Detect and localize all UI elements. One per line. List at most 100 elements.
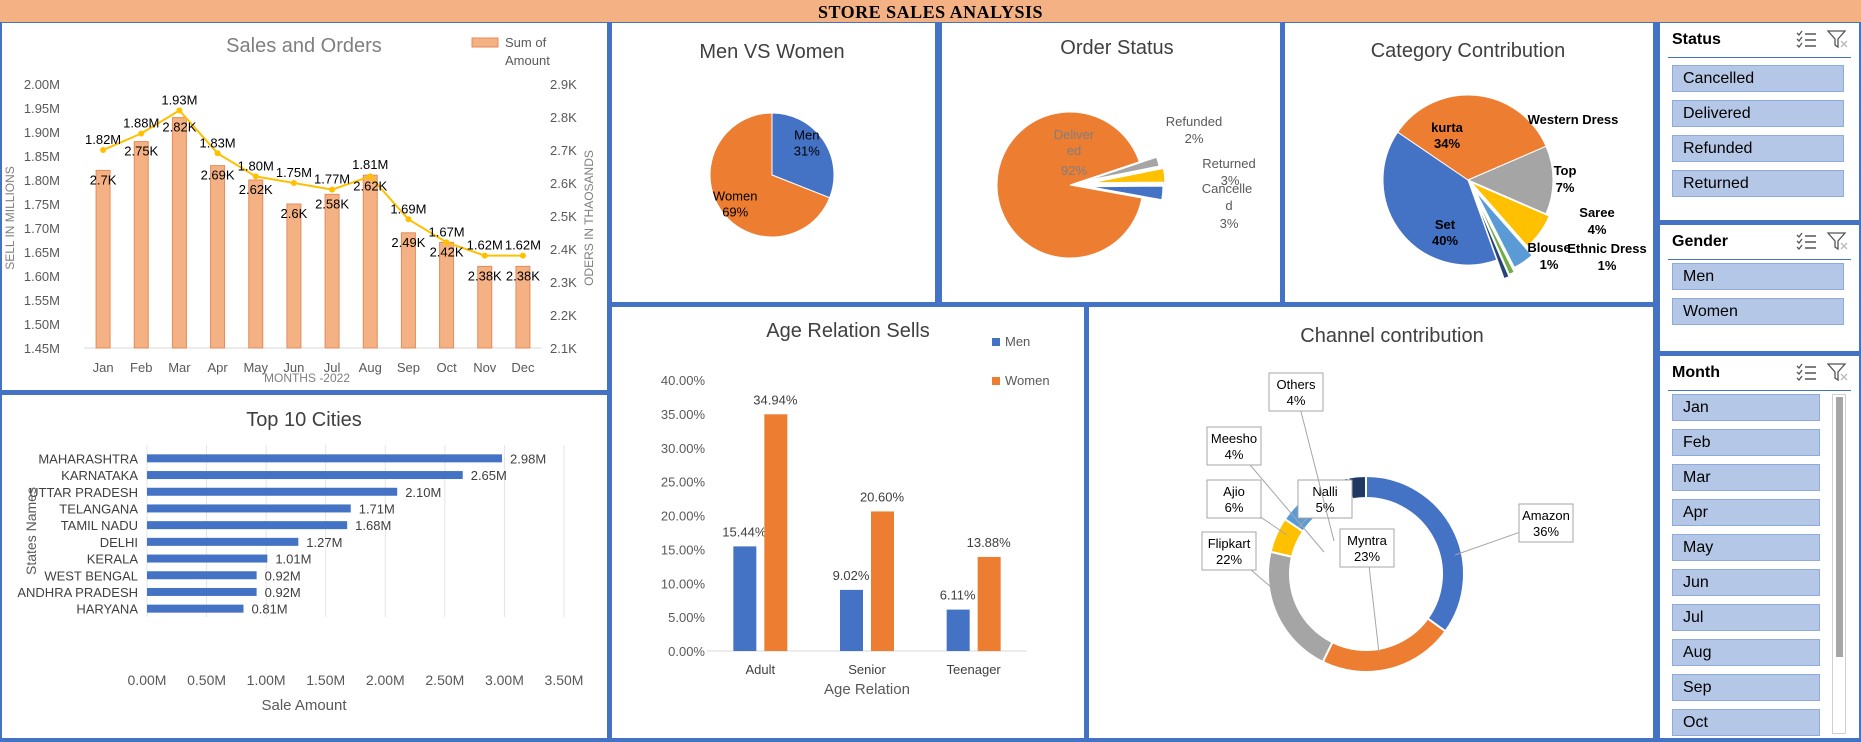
- slice-pct-label: 4%: [1588, 222, 1607, 237]
- slice-pct-label: 1%: [1540, 257, 1559, 272]
- month-item-may[interactable]: May: [1672, 534, 1820, 561]
- slice-label: Men: [794, 127, 819, 142]
- x-tick-label: 1.00M: [247, 672, 286, 688]
- y-tick-label: 1.85M: [24, 149, 60, 164]
- sales-bar: [248, 179, 264, 349]
- chart-title: Channel contribution: [1300, 325, 1483, 347]
- orders-line: [102, 109, 523, 257]
- orders-value-label: 2.69K: [201, 168, 235, 183]
- channel-slice: [1321, 617, 1447, 673]
- callout-pct: 22%: [1216, 552, 1242, 567]
- clear-filter-icon[interactable]: [1826, 29, 1849, 54]
- month-item-jun[interactable]: Jun: [1672, 569, 1820, 596]
- status-slice: [996, 111, 1143, 259]
- y2-tick-label: 2.6K: [550, 176, 577, 191]
- age-bar: [733, 546, 757, 651]
- month-item-jul[interactable]: Jul: [1672, 604, 1820, 631]
- bar-value-label: 20.60%: [860, 489, 905, 504]
- y-tick-label: 5.00%: [668, 610, 705, 625]
- month-slicer-scrollbar[interactable]: [1832, 394, 1846, 734]
- bar-value-label: 1.01M: [275, 552, 311, 567]
- sales-bar: [400, 232, 416, 349]
- clear-filter-icon[interactable]: [1826, 362, 1849, 387]
- month-item-aug[interactable]: Aug: [1672, 639, 1820, 666]
- bar-value-label: 2.98M: [510, 451, 546, 466]
- y-axis-label: SELL IN MILLIONS: [3, 166, 17, 270]
- bar-value-label: 2.65M: [471, 468, 507, 483]
- y2-tick-label: 2.5K: [550, 209, 577, 224]
- gender-item-women[interactable]: Women: [1672, 298, 1844, 325]
- x-tick-label: 3.50M: [545, 672, 584, 688]
- callout-box: [1297, 479, 1353, 519]
- city-bar: [147, 504, 351, 513]
- month-item-apr[interactable]: Apr: [1672, 499, 1820, 526]
- scrollbar-thumb[interactable]: [1836, 397, 1843, 657]
- x-tick-label: Mar: [168, 360, 191, 375]
- orders-point: [443, 239, 450, 246]
- y-tick-label: 1.45M: [24, 341, 60, 356]
- callout-label: Ajio: [1223, 484, 1245, 499]
- x-tick-label: Jun: [283, 360, 304, 375]
- bar-value-label: 1.27M: [306, 535, 342, 550]
- orders-point: [367, 173, 374, 180]
- y-tick-label: 0.00%: [668, 644, 705, 659]
- gender-item-men[interactable]: Men: [1672, 263, 1844, 290]
- category-slice: [1475, 196, 1515, 275]
- y2-tick-label: 2.9K: [550, 77, 577, 92]
- y-tick-label: 1.95M: [24, 101, 60, 116]
- sales-bar: [171, 117, 187, 349]
- x-tick-label: 2.00M: [366, 672, 405, 688]
- month-item-oct[interactable]: Oct: [1672, 709, 1820, 736]
- sales-value-label: 1.81M: [352, 157, 388, 172]
- multi-select-icon[interactable]: [1795, 362, 1817, 387]
- month-item-sep[interactable]: Sep: [1672, 674, 1820, 701]
- y-tick-label: 1.75M: [24, 197, 60, 212]
- category-panel: Category Contribution kurta 34% Set 40% Weste…: [1285, 23, 1653, 302]
- month-item-feb[interactable]: Feb: [1672, 429, 1820, 456]
- y-tick-label: HARYANA: [76, 602, 138, 617]
- status-item-refunded[interactable]: Refunded: [1672, 135, 1844, 162]
- category-slice: [1475, 191, 1533, 269]
- x-tick-label: Teenager: [947, 662, 1002, 677]
- bar-value-label: 6.11%: [940, 588, 976, 603]
- multi-select-icon[interactable]: [1795, 231, 1817, 256]
- x-tick-label: 1.50M: [306, 672, 345, 688]
- orders-value-label: 2.82K: [162, 120, 196, 135]
- status-item-returned[interactable]: Returned: [1672, 170, 1844, 197]
- status-slicer: Status Cancelled Delivered Refunded Retu…: [1660, 23, 1859, 220]
- callout-box: [1518, 503, 1574, 543]
- callout-pct: 23%: [1354, 549, 1380, 564]
- bar-value-label: 0.92M: [265, 568, 301, 583]
- x-tick-label: Feb: [130, 360, 152, 375]
- channel-panel: Channel contribution Amazon 36% Myntra 23% Fl…: [1089, 307, 1653, 738]
- chart-title: Age Relation Sells: [766, 320, 929, 342]
- gender-slicer: Gender Men Women: [1660, 225, 1859, 351]
- month-item-jan[interactable]: Jan: [1672, 394, 1820, 421]
- status-item-delivered[interactable]: Delivered: [1672, 100, 1844, 127]
- sales-bar: [324, 193, 340, 349]
- status-slicer-title: Status: [1672, 31, 1721, 48]
- bar-value-label: 15.44%: [722, 524, 767, 539]
- clear-filter-icon[interactable]: [1826, 231, 1849, 256]
- bar-value-label: 0.92M: [265, 585, 301, 600]
- bar-value-label: 13.88%: [967, 535, 1012, 550]
- slice-label: Blouse: [1527, 240, 1570, 255]
- y-tick-label: 35.00%: [661, 407, 706, 422]
- slicer-divider: [1668, 259, 1851, 260]
- multi-select-icon[interactable]: [1795, 29, 1817, 54]
- sales-orders-panel: Sales and Orders Sum of Amount 2.00M 1.95M 1.…: [2, 23, 607, 390]
- y2-tick-label: 2.1K: [550, 341, 577, 356]
- x-tick-label: Dec: [511, 360, 535, 375]
- sales-value-label: 1.77M: [314, 172, 350, 187]
- status-item-cancelled[interactable]: Cancelled: [1672, 65, 1844, 92]
- slice-label: kurta: [1431, 120, 1464, 135]
- month-slicer-title: Month: [1672, 364, 1720, 381]
- month-item-mar[interactable]: Mar: [1672, 464, 1820, 491]
- slice-label: Ethnic Dress: [1567, 241, 1646, 256]
- y-tick-label: 1.70M: [24, 221, 60, 236]
- slice-pct-label: 2%: [1185, 131, 1204, 146]
- callout-label: Amazon: [1522, 508, 1570, 523]
- y-tick-label: KERALA: [87, 552, 139, 567]
